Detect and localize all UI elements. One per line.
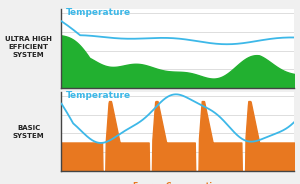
Text: Temperature: Temperature: [66, 8, 131, 17]
Text: Temperature: Temperature: [66, 91, 131, 100]
Text: Energy Consumption: Energy Consumption: [133, 99, 223, 108]
Text: BASIC
SYSTEM: BASIC SYSTEM: [13, 125, 44, 139]
Text: Energy Consumption: Energy Consumption: [133, 182, 223, 184]
Text: ULTRA HIGH
EFFICIENT
SYSTEM: ULTRA HIGH EFFICIENT SYSTEM: [5, 36, 52, 58]
